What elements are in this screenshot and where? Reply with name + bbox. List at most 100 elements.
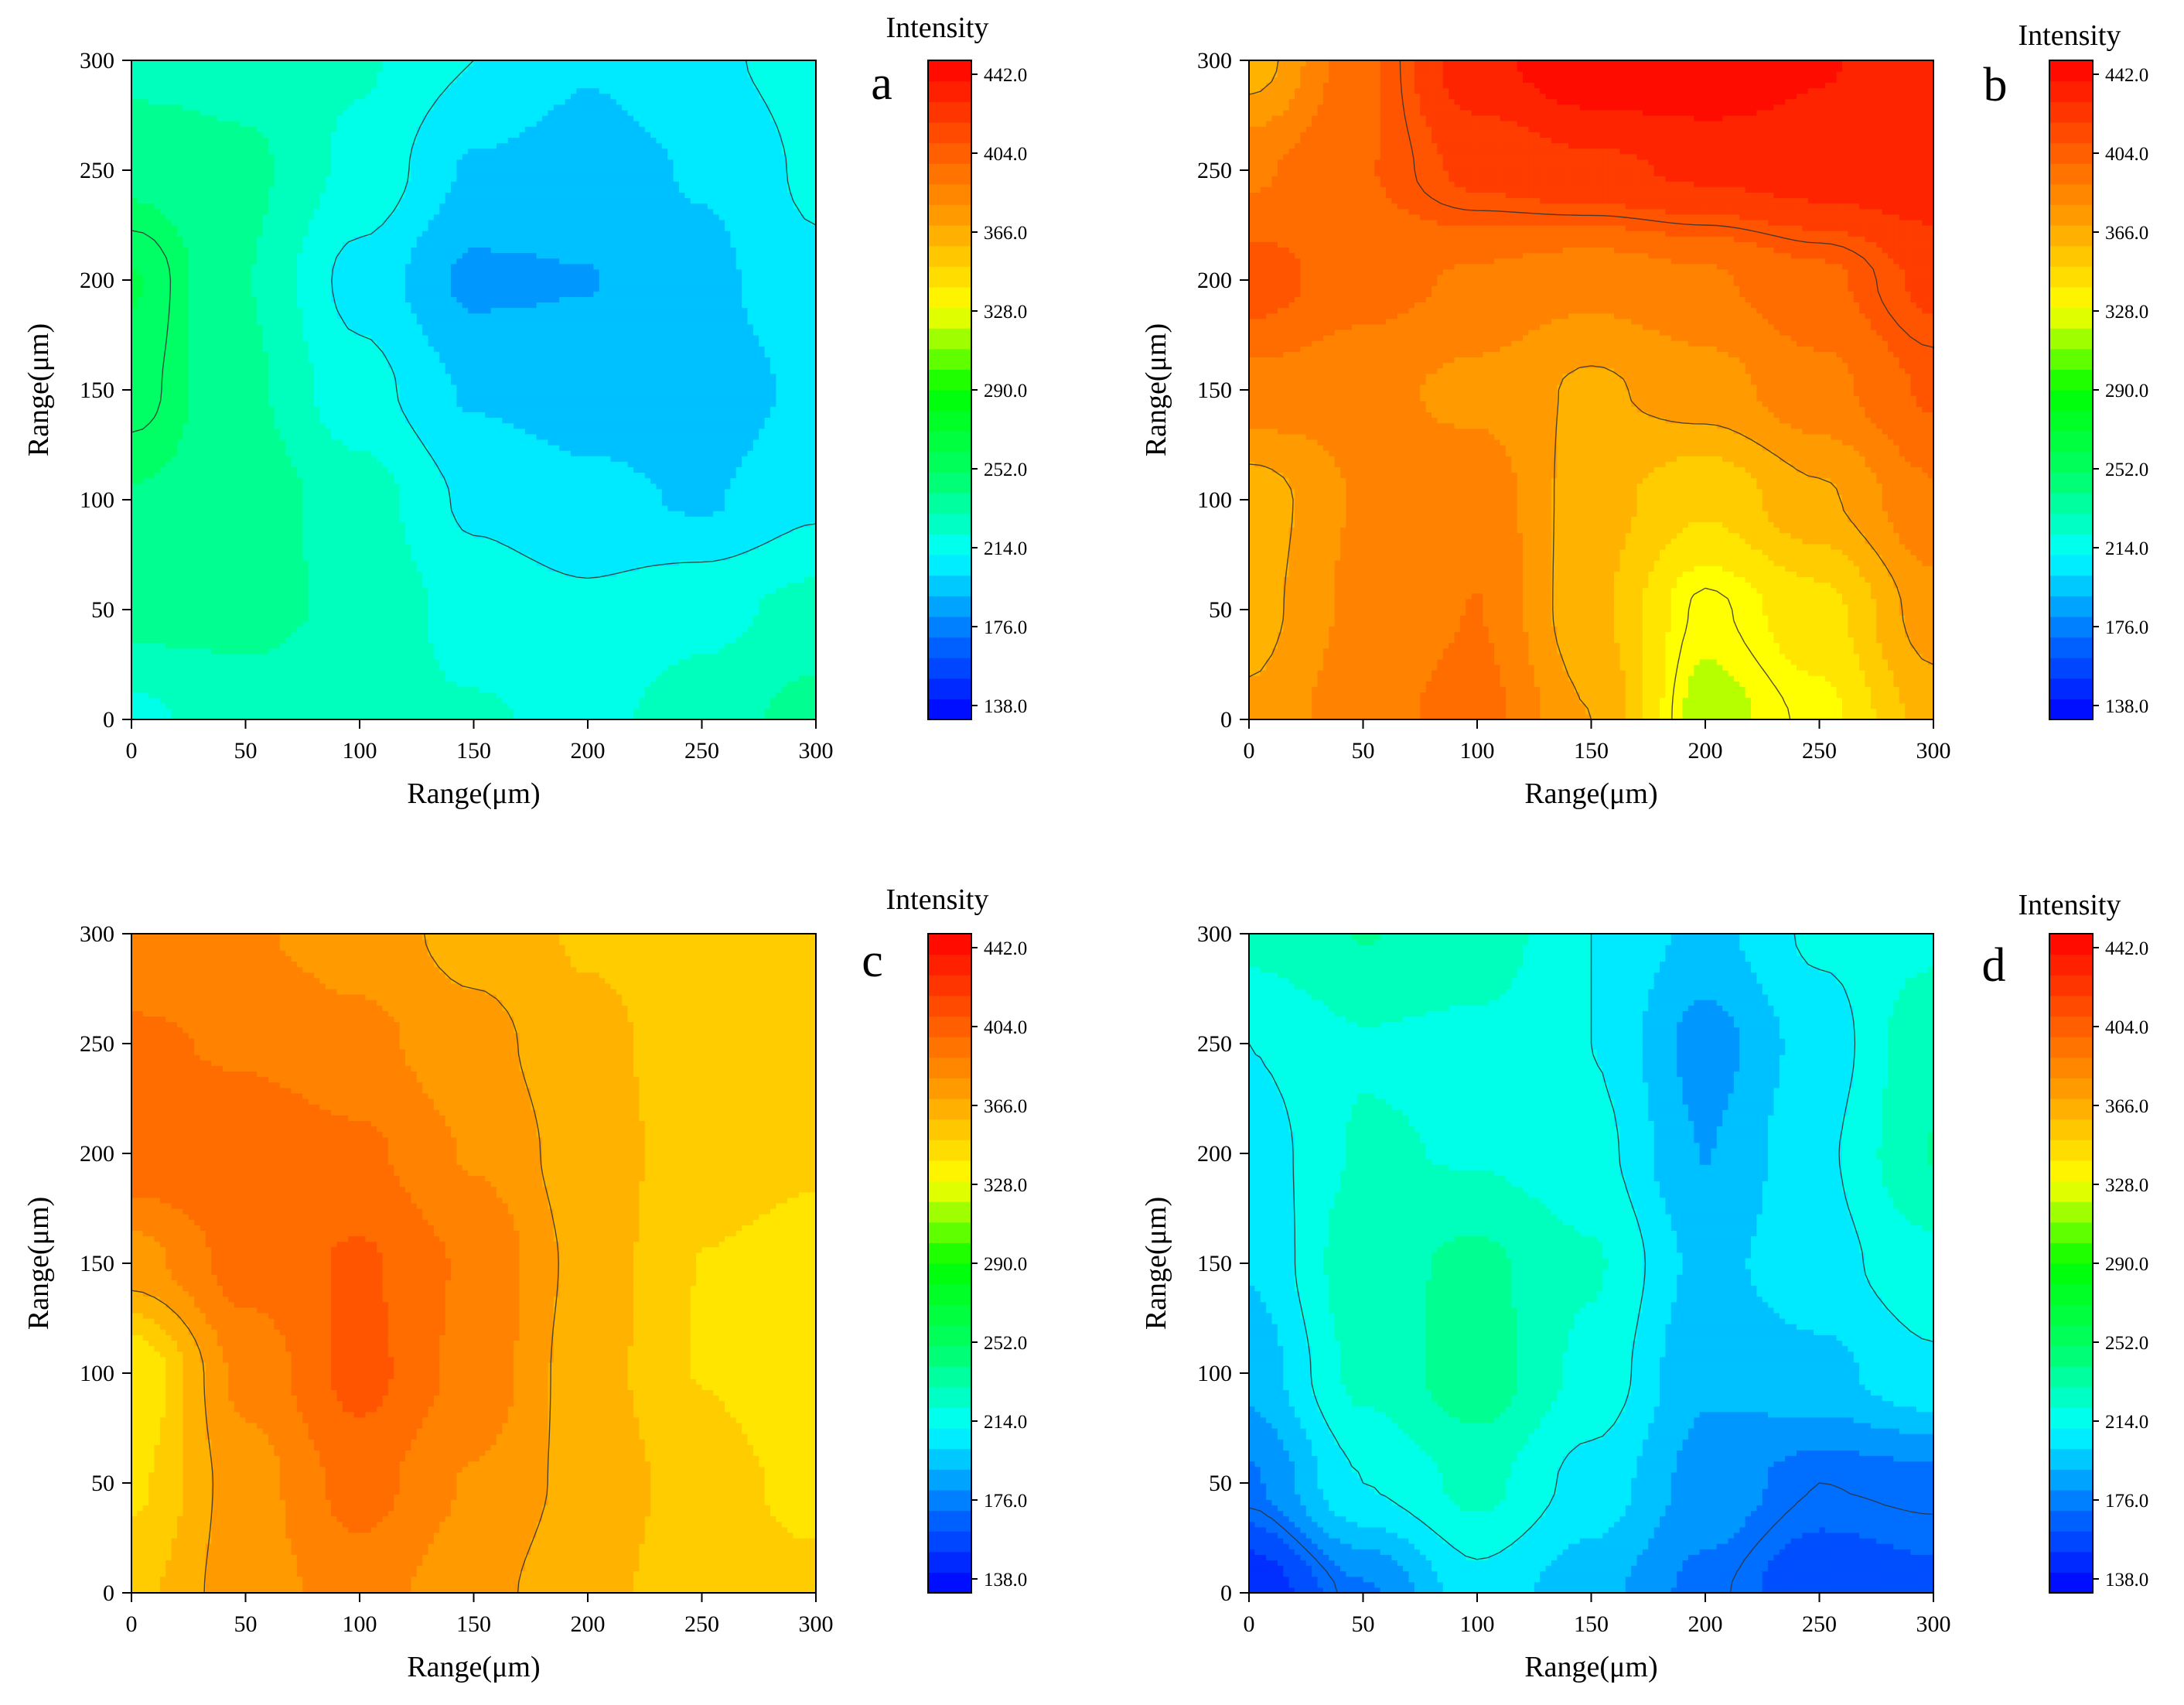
heatmap-cell: [599, 709, 606, 715]
heatmap-cell: [337, 703, 343, 709]
heatmap-cell: [657, 709, 663, 715]
heatmap-cell: [360, 709, 366, 715]
heatmap-cell: [422, 709, 428, 715]
heatmap-cell: [337, 698, 343, 704]
heatmap-cell: [588, 692, 594, 699]
heatmap-cell: [776, 692, 782, 699]
heatmap-cell: [599, 692, 606, 699]
heatmap-cell: [166, 709, 172, 715]
heatmap-cell: [377, 686, 383, 692]
heatmap-cell: [474, 698, 480, 704]
heatmap-cell: [434, 698, 440, 704]
heatmap-cell: [537, 686, 543, 692]
heatmap-cell: [371, 709, 377, 715]
heatmap-cell: [251, 703, 258, 709]
heatmap-cell: [131, 698, 138, 704]
heatmap-cell: [782, 686, 788, 692]
heatmap-cell: [445, 703, 452, 709]
heatmap-cell: [155, 686, 161, 692]
heatmap-cell: [377, 709, 383, 715]
heatmap-cell: [691, 703, 697, 709]
heatmap-cell: [274, 703, 280, 709]
heatmap-cell: [411, 686, 417, 692]
heatmap-cell: [285, 703, 292, 709]
heatmap-cell: [456, 686, 462, 692]
heatmap-cell: [605, 703, 611, 709]
heatmap-cell: [770, 698, 776, 704]
heatmap-cell: [451, 692, 457, 699]
heatmap-cell: [194, 698, 200, 704]
heatmap-cell: [525, 686, 531, 692]
heatmap-cell: [394, 709, 400, 715]
heatmap-cell: [206, 692, 212, 699]
heatmap-cell: [337, 709, 343, 715]
heatmap-cell: [599, 686, 606, 692]
heatmap-cell: [491, 709, 497, 715]
heatmap-cell: [730, 709, 736, 715]
heatmap-cell: [263, 686, 269, 692]
heatmap-cell: [405, 686, 411, 692]
heatmap-cell: [302, 692, 309, 699]
heatmap-cell: [548, 703, 554, 709]
heatmap-cell: [468, 692, 474, 699]
heatmap-cell: [520, 703, 526, 709]
heatmap-cell: [314, 692, 320, 699]
heatmap-cell: [439, 709, 445, 715]
heatmap-cell: [240, 692, 246, 699]
heatmap-cell: [776, 709, 782, 715]
heatmap-cell: [491, 686, 497, 692]
heatmap-cell: [417, 703, 423, 709]
heatmap-cell: [445, 692, 452, 699]
heatmap-cell: [309, 686, 315, 692]
heatmap-cell: [708, 698, 714, 704]
heatmap-cell: [491, 698, 497, 704]
heatmap-cell: [684, 692, 691, 699]
heatmap-cell: [542, 692, 548, 699]
heatmap-cell: [160, 686, 166, 692]
heatmap-cell: [257, 703, 263, 709]
heatmap-cell: [377, 698, 383, 704]
heatmap-cell: [713, 709, 719, 715]
heatmap-cell: [565, 703, 572, 709]
heatmap-cell: [405, 703, 411, 709]
heatmap-cell: [183, 698, 189, 704]
heatmap-cell: [702, 686, 708, 692]
heatmap-cell: [719, 703, 725, 709]
heatmap-cell: [753, 703, 759, 709]
heatmap-cell: [770, 709, 776, 715]
heatmap-cell: [314, 703, 320, 709]
heatmap-cell: [793, 698, 800, 704]
heatmap-cell: [456, 709, 462, 715]
heatmap-cell: [371, 686, 377, 692]
heatmap-cell: [588, 698, 594, 704]
heatmap-cell: [383, 692, 389, 699]
heatmap-cell: [228, 703, 234, 709]
heatmap-cell: [770, 686, 776, 692]
heatmap-cell: [217, 709, 224, 715]
heatmap-cell: [776, 698, 782, 704]
heatmap-cell: [691, 692, 697, 699]
heatmap-cell: [691, 686, 697, 692]
heatmap-cell: [309, 692, 315, 699]
heatmap-cell: [194, 703, 200, 709]
heatmap-cell: [542, 703, 548, 709]
heatmap-cell: [468, 698, 474, 704]
heatmap-cell: [633, 692, 640, 699]
heatmap-cell: [411, 709, 417, 715]
heatmap-cell: [593, 703, 599, 709]
heatmap-cell: [160, 692, 166, 699]
heatmap-cell: [428, 703, 435, 709]
heatmap-cell: [622, 686, 628, 692]
heatmap-cell: [639, 686, 645, 692]
heatmap-cell: [348, 692, 354, 699]
heatmap-cell: [228, 698, 234, 704]
heatmap-cell: [753, 692, 759, 699]
heatmap-cell: [520, 692, 526, 699]
heatmap-cell: [456, 692, 462, 699]
heatmap-cell: [616, 698, 623, 704]
heatmap-cell: [200, 692, 206, 699]
heatmap-cell: [633, 698, 640, 704]
heatmap-cell: [422, 686, 428, 692]
heatmap-cell: [206, 703, 212, 709]
heatmap-cell: [371, 692, 377, 699]
